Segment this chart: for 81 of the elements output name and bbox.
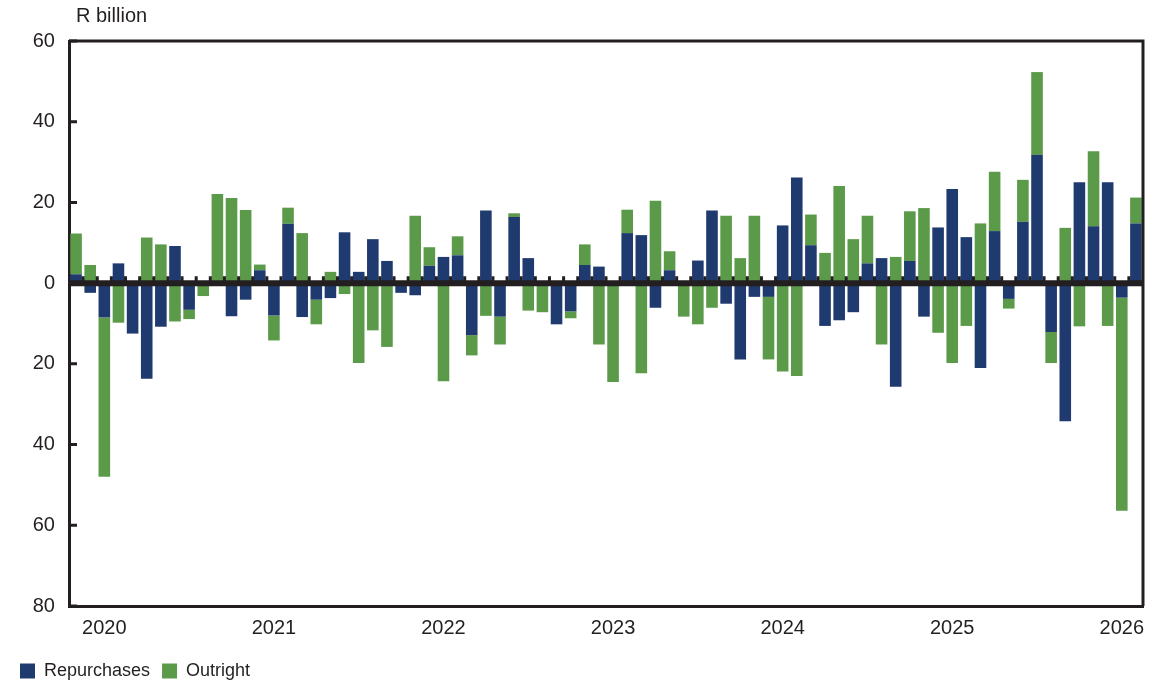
bar [508, 213, 520, 217]
bar [465, 283, 478, 336]
bar [296, 283, 308, 318]
x-tick-label: 2026 [1099, 615, 1145, 638]
bar [155, 283, 167, 327]
bar [1045, 283, 1057, 332]
bar [169, 283, 181, 322]
bar [564, 311, 577, 319]
bar [579, 244, 591, 265]
bar [875, 283, 888, 345]
legend-label: Repurchases [44, 659, 151, 680]
bar [946, 283, 959, 364]
bar [607, 283, 619, 383]
bar [932, 283, 944, 333]
bar [833, 283, 845, 321]
y-tick-label: 80 [32, 593, 55, 616]
y-tick-label: 0 [43, 270, 55, 293]
bar [974, 283, 987, 368]
bar [494, 316, 506, 345]
bar [593, 283, 605, 345]
x-tick-label: 2024 [760, 615, 805, 638]
y-tick-label: 40 [32, 432, 55, 455]
x-tick-label: 2020 [82, 615, 127, 638]
bar [268, 315, 280, 341]
bar [720, 283, 732, 304]
bar [762, 296, 775, 360]
bar [635, 283, 648, 374]
bar [805, 214, 817, 246]
bar [140, 283, 153, 379]
bar [790, 283, 803, 376]
bar [451, 236, 464, 256]
bar [988, 171, 1001, 232]
legend-label: Outright [186, 659, 251, 680]
bar [381, 283, 393, 347]
bar [268, 283, 280, 316]
bar [183, 309, 195, 320]
y-tick-label: 60 [32, 512, 55, 535]
y-tick-label: 20 [32, 189, 55, 212]
y-axis-title: R billion [76, 4, 148, 27]
bar [480, 283, 492, 316]
bar [861, 215, 874, 264]
x-tick-label: 2023 [590, 615, 636, 638]
x-tick-label: 2021 [251, 615, 297, 638]
bar [889, 283, 902, 387]
bar [98, 317, 111, 477]
bar [423, 247, 436, 266]
bar [494, 283, 506, 317]
bar [352, 283, 365, 364]
bar [819, 283, 831, 326]
bar [253, 264, 266, 271]
bar [734, 283, 747, 360]
bar [1045, 331, 1057, 364]
bar [126, 283, 139, 334]
bar [1031, 72, 1043, 155]
bar [1059, 283, 1072, 422]
bar [282, 207, 294, 224]
bar [310, 299, 323, 325]
bar [918, 283, 930, 317]
bar [692, 283, 704, 325]
bar [183, 283, 195, 310]
bar [1116, 297, 1128, 511]
bar [1017, 179, 1029, 222]
bar [776, 283, 789, 372]
bar [621, 209, 633, 234]
y-tick-label: 60 [32, 28, 55, 51]
bar [1130, 197, 1142, 224]
bar [677, 283, 690, 317]
y-tick-label: 40 [32, 109, 55, 132]
bar [1002, 298, 1015, 309]
bar [1087, 151, 1100, 227]
bar [904, 211, 916, 261]
bar [663, 251, 676, 271]
x-tick-label: 2025 [929, 615, 975, 638]
y-tick-label: 20 [32, 351, 55, 374]
bar [367, 283, 379, 331]
bar [522, 283, 535, 311]
bar [465, 335, 478, 356]
bar [437, 283, 450, 382]
bar [706, 283, 718, 308]
bar [70, 233, 82, 275]
x-tick-label: 2022 [421, 615, 466, 638]
